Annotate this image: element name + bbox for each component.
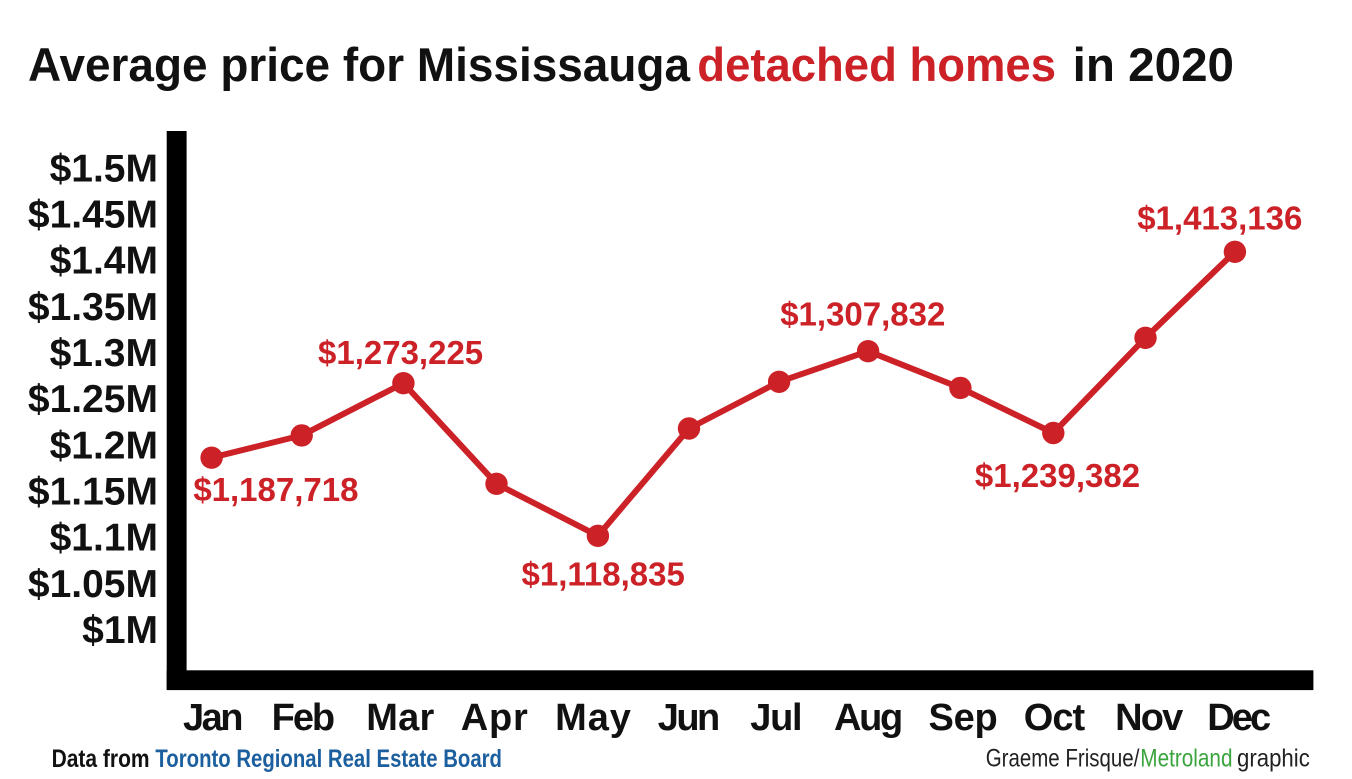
svg-text:May: May <box>555 697 631 739</box>
svg-text:Oct: Oct <box>1024 697 1086 739</box>
svg-text:Sep: Sep <box>928 697 997 739</box>
svg-text:Toronto Regional Real Estate B: Toronto Regional Real Estate Board <box>155 745 502 773</box>
svg-text:Feb: Feb <box>272 697 336 739</box>
svg-text:$1.2M: $1.2M <box>50 424 158 467</box>
svg-text:$1,273,225: $1,273,225 <box>318 334 483 371</box>
svg-text:$1,118,835: $1,118,835 <box>522 556 685 593</box>
svg-text:Dec: Dec <box>1207 697 1271 739</box>
svg-text:in 2020: in 2020 <box>1073 38 1234 91</box>
svg-text:$1.05M: $1.05M <box>28 563 158 606</box>
svg-text:detached homes: detached homes <box>697 38 1056 91</box>
svg-text:Aug: Aug <box>834 697 903 739</box>
svg-text:$1M: $1M <box>82 609 158 652</box>
svg-text:$1.5M: $1.5M <box>50 147 158 190</box>
svg-text:$1,239,382: $1,239,382 <box>975 457 1140 494</box>
svg-text:$1.3M: $1.3M <box>50 332 158 375</box>
svg-text:Mar: Mar <box>366 697 434 739</box>
svg-text:$1.35M: $1.35M <box>28 286 158 329</box>
svg-text:graphic: graphic <box>1237 745 1310 773</box>
svg-text:Average price for Mississauga: Average price for Mississauga <box>28 38 691 91</box>
svg-text:$1,307,832: $1,307,832 <box>780 296 945 333</box>
svg-text:Nov: Nov <box>1115 697 1183 739</box>
svg-text:Data from: Data from <box>52 745 150 773</box>
svg-text:Jan: Jan <box>183 697 244 739</box>
svg-text:Metroland: Metroland <box>1140 745 1232 773</box>
svg-text:Jun: Jun <box>658 697 721 739</box>
svg-text:Apr: Apr <box>461 697 528 739</box>
svg-text:$1.4M: $1.4M <box>50 240 158 283</box>
svg-text:$1,187,718: $1,187,718 <box>193 471 358 508</box>
svg-text:$1,413,136: $1,413,136 <box>1137 200 1302 237</box>
svg-text:Graeme Frisque/: Graeme Frisque/ <box>986 745 1140 773</box>
svg-text:$1.25M: $1.25M <box>28 378 158 421</box>
svg-text:Jul: Jul <box>750 697 802 739</box>
svg-text:$1.15M: $1.15M <box>28 471 158 514</box>
svg-text:$1.45M: $1.45M <box>28 194 158 237</box>
svg-text:$1.1M: $1.1M <box>50 517 158 560</box>
